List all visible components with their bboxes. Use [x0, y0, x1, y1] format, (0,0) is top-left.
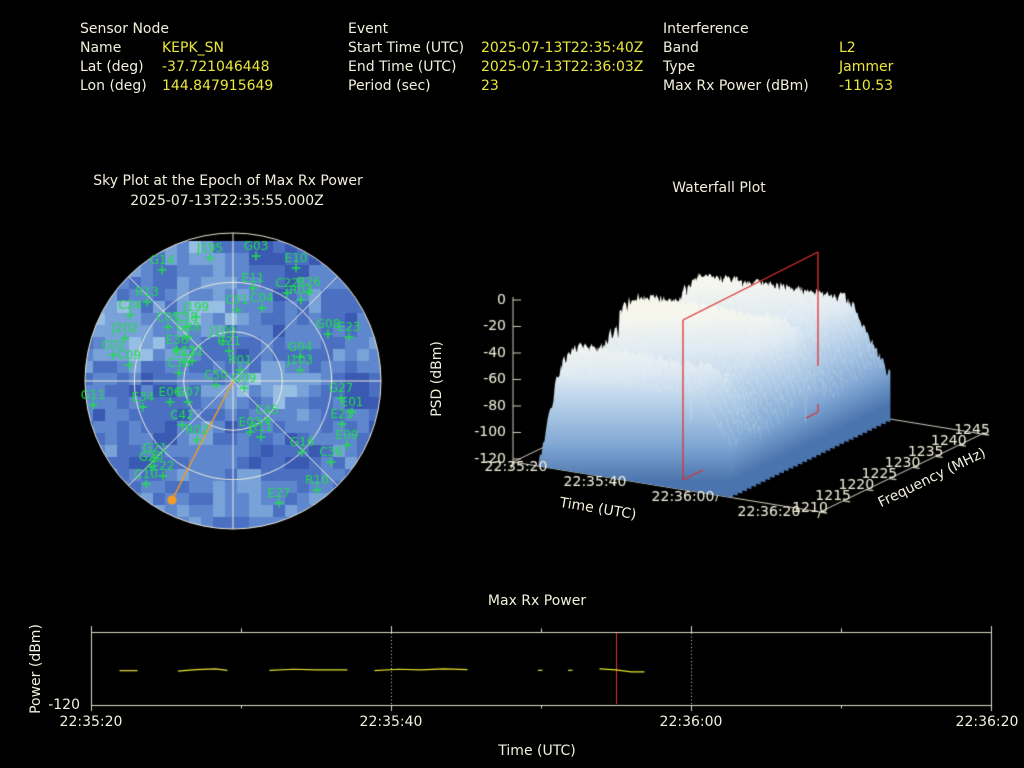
interference-section-title: Interference	[663, 21, 749, 37]
sensor-lat-value: -37.721046448	[162, 59, 270, 75]
event-section-title: Event	[348, 21, 389, 37]
max-rx-x-tick-2: 22:36:00	[659, 714, 723, 730]
interference-band-value: L2	[839, 40, 856, 56]
sensor-lon-label: Lon (deg)	[80, 78, 147, 94]
event-period-label: Period (sec)	[348, 78, 431, 94]
interference-power-value: -110.53	[839, 78, 894, 94]
event-start-value: 2025-07-13T22:35:40Z	[481, 40, 644, 56]
max-rx-power-title: Max Rx Power	[487, 593, 587, 609]
event-end-value: 2025-07-13T22:36:03Z	[481, 59, 644, 75]
interference-band-label: Band	[663, 40, 699, 56]
interference-power-label: Max Rx Power (dBm)	[663, 78, 809, 94]
interference-type-label: Type	[663, 59, 696, 75]
waterfall-psd-axis-label: PSD (dBm)	[429, 341, 445, 417]
sensor-name-label: Name	[80, 40, 122, 56]
max-rx-x-tick-3: 22:36:20	[955, 714, 1019, 730]
interference-type-value: Jammer	[839, 59, 894, 75]
event-start-label: Start Time (UTC)	[348, 40, 465, 56]
max-rx-power-y-tick-label: -120	[48, 697, 80, 713]
waterfall-canvas	[420, 230, 1024, 560]
event-end-label: End Time (UTC)	[348, 59, 457, 75]
max-rx-x-tick-0: 22:35:20	[59, 714, 123, 730]
sensor-lon-value: 144.847915649	[162, 78, 274, 94]
sensor-lat-label: Lat (deg)	[80, 59, 144, 75]
sky-plot-epoch-subtitle: 2025-07-13T22:35:55.000Z	[130, 193, 324, 209]
sensor-name-value: KEPK_SN	[162, 40, 225, 56]
sensor-node-section-title: Sensor Node	[80, 21, 169, 37]
event-period-value: 23	[481, 78, 499, 94]
sky-plot-title: Sky Plot at the Epoch of Max Rx Power	[93, 173, 363, 189]
waterfall-title: Waterfall Plot	[672, 180, 766, 196]
max-rx-x-axis-label: Time (UTC)	[498, 743, 576, 759]
sky-plot-canvas	[60, 220, 400, 545]
max-rx-power-y-axis-label: Power (dBm)	[28, 624, 44, 714]
max-rx-power-canvas	[0, 608, 1024, 738]
max-rx-x-tick-1: 22:35:40	[359, 714, 423, 730]
